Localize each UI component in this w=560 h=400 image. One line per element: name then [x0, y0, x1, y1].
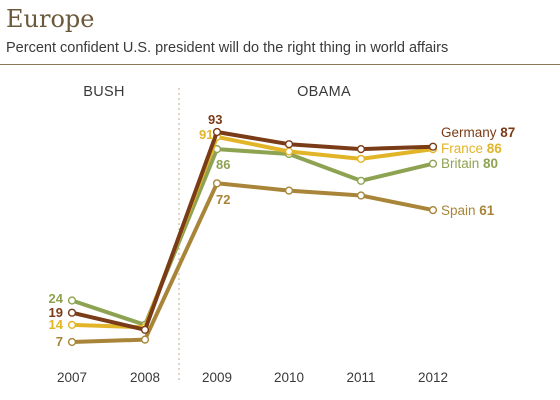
series-line-spain [70, 181, 435, 344]
era-label-obama: OBAMA [297, 84, 351, 100]
data-point-germany-2012 [428, 142, 438, 151]
value-label-spain-2009: 72 [216, 192, 230, 207]
x-axis: 2007 2008 2009 2010 2011 2012 [57, 370, 448, 385]
data-point-spain-2008 [140, 335, 150, 344]
end-label-value-france: 86 [487, 141, 503, 156]
value-label-britain-2007: 24 [49, 291, 64, 306]
data-point-germany-2010 [284, 140, 294, 149]
end-label-value-britain: 80 [483, 156, 498, 171]
value-label-germany-2009: 93 [208, 112, 222, 127]
end-label-name-france: France [441, 141, 487, 156]
end-label-spain: Spain 61 [441, 203, 495, 218]
series-line-france [70, 134, 435, 330]
data-point-germany-2008 [140, 325, 150, 334]
data-point-france-2007 [67, 320, 77, 330]
x-tick-2012: 2012 [418, 370, 448, 385]
value-label-germany-2007: 19 [49, 305, 63, 320]
data-point-germany-2007 [67, 308, 77, 317]
data-point-britain-2012 [428, 159, 438, 168]
x-tick-2010: 2010 [274, 370, 304, 385]
x-tick-2007: 2007 [57, 370, 87, 385]
data-point-spain-2012 [428, 206, 438, 215]
value-label-france-2009: 91 [199, 127, 213, 142]
data-point-germany-2009 [212, 127, 222, 137]
end-label-value-germany: 87 [500, 125, 515, 140]
x-tick-2011: 2011 [346, 370, 375, 385]
data-point-germany-2011 [356, 145, 366, 154]
value-label-britain-2009: 86 [216, 157, 230, 172]
series-line-germany [70, 130, 435, 332]
chart-title: Europe [6, 5, 95, 33]
data-point-france-2010 [284, 147, 294, 156]
end-label-france: France 86 [441, 141, 502, 156]
series-layer [67, 127, 438, 347]
x-tick-2009: 2009 [202, 370, 232, 385]
data-point-spain-2010 [284, 186, 294, 195]
data-point-spain-2007 [67, 337, 77, 347]
data-point-britain-2011 [356, 176, 366, 185]
data-point-france-2011 [356, 154, 366, 164]
data-point-spain-2011 [356, 191, 366, 200]
end-label-value-spain: 61 [479, 203, 495, 218]
value-label-france-2007: 14 [49, 317, 64, 332]
data-point-britain-2007 [67, 296, 77, 305]
value-label-spain-2007: 7 [56, 334, 63, 349]
end-label-germany: Germany 87 [441, 125, 515, 140]
chart-subtitle: Percent confident U.S. president will do… [6, 40, 449, 56]
end-label-name-spain: Spain [441, 203, 479, 218]
x-tick-2008: 2008 [130, 370, 160, 385]
data-point-spain-2009 [212, 179, 222, 188]
era-label-bush: BUSH [83, 84, 125, 100]
end-label-britain: Britain 80 [441, 156, 498, 171]
series-line-britain [70, 147, 435, 327]
end-label-name-germany: Germany [441, 125, 500, 140]
end-label-name-britain: Britain [441, 156, 483, 171]
